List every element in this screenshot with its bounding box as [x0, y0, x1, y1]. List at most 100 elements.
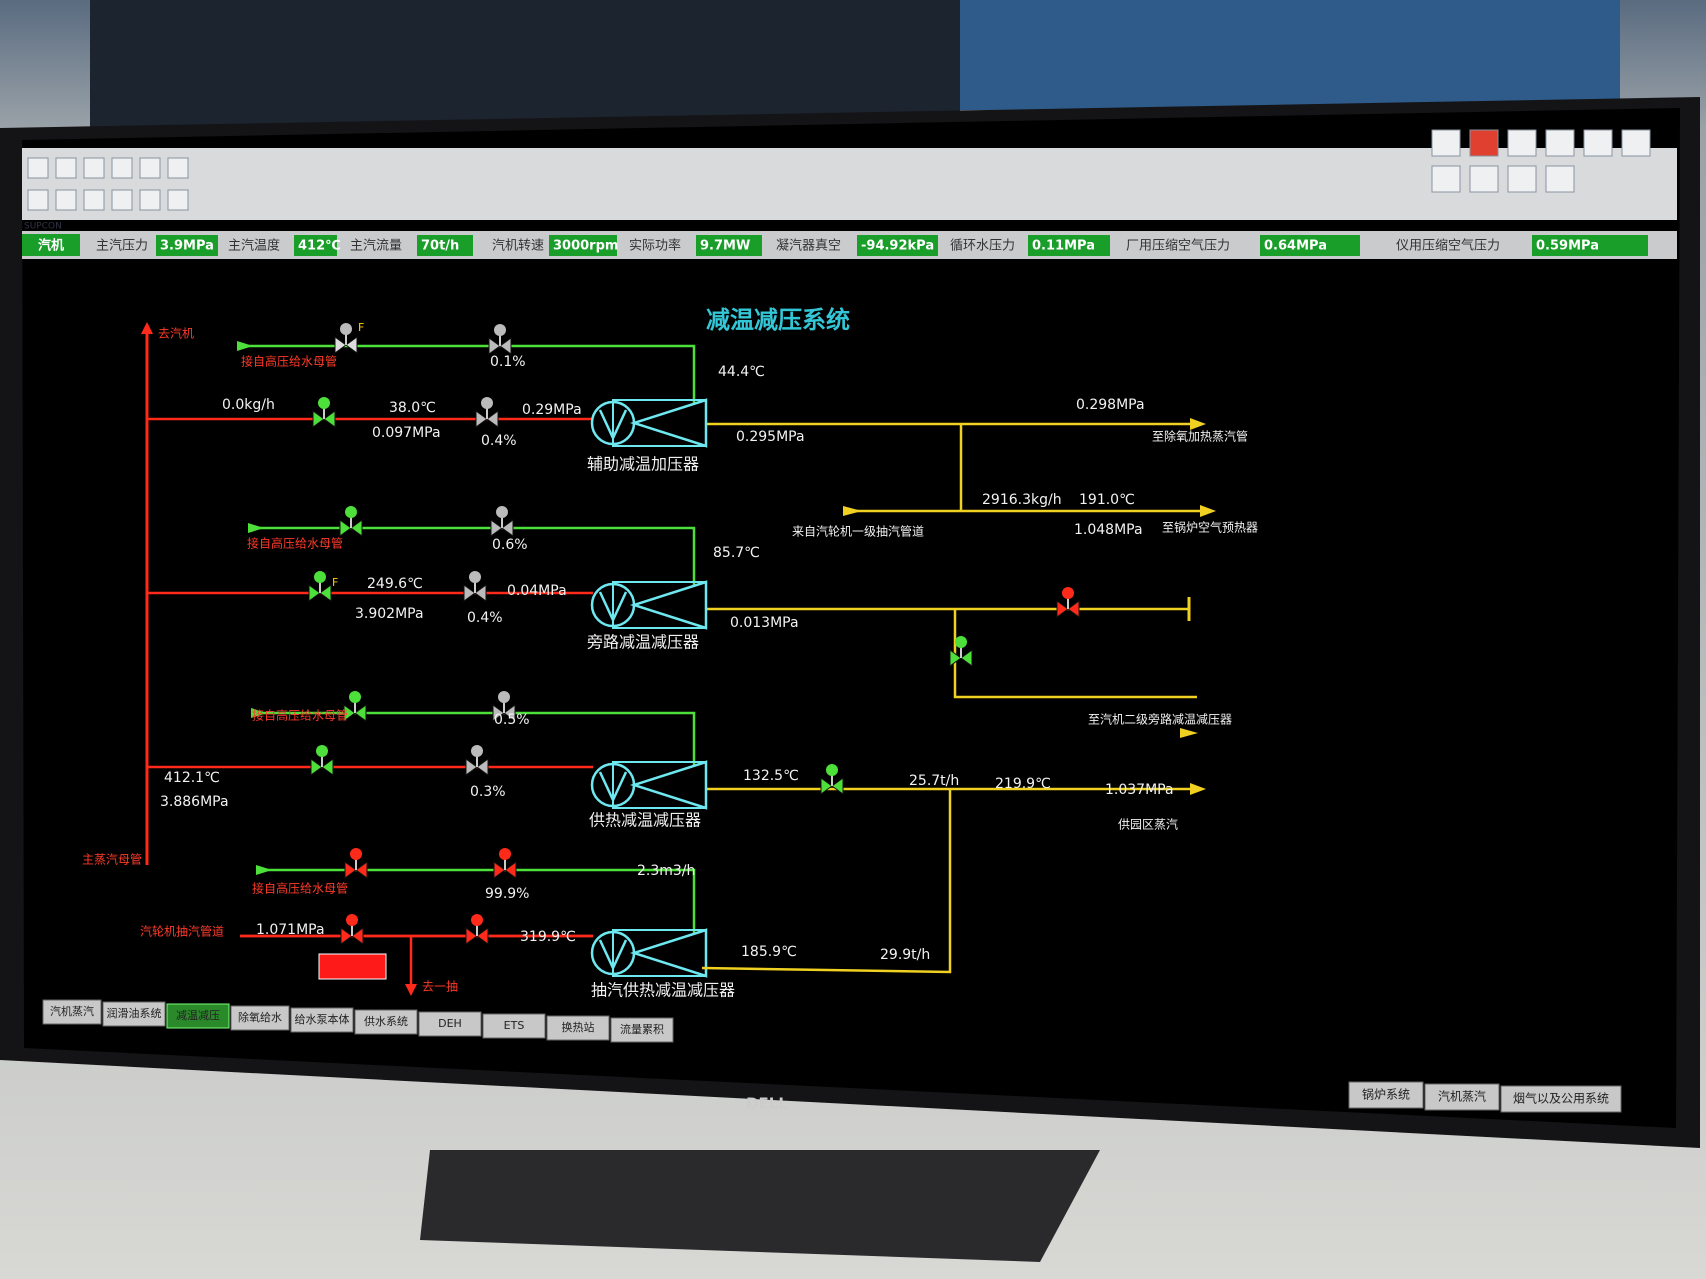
toolbar-icon: [55, 189, 77, 211]
pipe: [253, 711, 696, 766]
tab-label[interactable]: 供水系统: [364, 1014, 408, 1028]
tab[interactable]: [354, 1009, 418, 1035]
tab-label[interactable]: 汽机蒸汽: [50, 1004, 94, 1018]
toolbar-icon: [167, 189, 189, 211]
tab-label[interactable]: 给水泵本体: [295, 1012, 350, 1026]
tab[interactable]: [102, 1001, 166, 1027]
label: 接自高压给水母管: [252, 881, 348, 896]
brand: SUPCON: [24, 222, 62, 232]
label: 至锅炉空气预热器: [1162, 520, 1258, 535]
system-tab-label[interactable]: 锅炉系统: [1362, 1087, 1410, 1102]
heater-frame: [612, 399, 707, 447]
toolbar-icon: [111, 189, 133, 211]
status-value-box: [1260, 235, 1360, 256]
label: 2.3m3/h: [637, 863, 695, 879]
tab-label[interactable]: ETS: [504, 1019, 525, 1032]
toolbar-icon: [1431, 129, 1461, 157]
status-section-box: [22, 234, 80, 256]
toolbar-icon: [111, 157, 133, 179]
status-label: 实际功率: [629, 238, 681, 254]
tab-label[interactable]: 流量累积: [620, 1022, 664, 1036]
heater-frame: [612, 581, 707, 629]
tab-label[interactable]: 减温减压: [176, 1009, 220, 1022]
toolbar-icon: [27, 157, 49, 179]
monitor-stand: [420, 1150, 1100, 1262]
label: 3.902MPa: [355, 606, 424, 622]
valve-actuator: [826, 764, 838, 776]
label: 249.6℃: [367, 576, 423, 592]
toolbar-icon: [27, 189, 49, 211]
valve-actuator: [471, 745, 483, 757]
toolbar-icon: [167, 157, 189, 179]
arrow: [251, 708, 267, 718]
arrow: [1190, 783, 1206, 795]
tab[interactable]: [546, 1015, 610, 1041]
status-label: 主汽流量: [350, 239, 402, 254]
status-value: 70t/h: [421, 239, 459, 254]
arrow: [237, 341, 253, 351]
toolbar-icon: [1507, 165, 1537, 193]
status-value: -94.92kPa: [861, 239, 934, 254]
tab-label[interactable]: 除氧给水: [238, 1010, 282, 1024]
toolbar-icon: [1507, 129, 1537, 157]
tab[interactable]: [610, 1017, 674, 1043]
pipe: [701, 789, 952, 974]
label: 1.071MPa: [256, 922, 325, 938]
system-tab-label[interactable]: 汽机蒸汽: [1438, 1089, 1486, 1104]
label: 至除氧加热蒸汽管: [1152, 429, 1248, 444]
red-block: [318, 953, 387, 980]
label: 0.4%: [467, 610, 503, 626]
status-value-box: [156, 235, 218, 256]
heater-frame: [612, 761, 707, 809]
label: 来自汽轮机一级抽汽管道: [792, 524, 924, 539]
valve-actuator: [350, 848, 362, 860]
label: 去一抽: [422, 980, 458, 994]
status-label: 仪用压缩空气压力: [1396, 238, 1500, 254]
label: 1.037MPa: [1105, 782, 1174, 798]
valve-actuator: [499, 848, 511, 860]
status-label: 汽机转速: [492, 239, 544, 254]
label: 412.1℃: [164, 770, 220, 786]
toolbar-icon: [55, 157, 77, 179]
tab-label[interactable]: 换热站: [562, 1020, 595, 1034]
status-value-box: [696, 235, 762, 256]
label: F: [332, 576, 338, 589]
system-tab-label[interactable]: 烟气以及公用系统: [1513, 1091, 1609, 1106]
label: 0.097MPa: [372, 425, 441, 441]
pipe: [953, 609, 1197, 699]
toolbar: [22, 148, 1677, 220]
pipe: [250, 526, 696, 586]
tab[interactable]: [290, 1007, 354, 1033]
tab[interactable]: [230, 1005, 290, 1031]
status-section: 汽机: [38, 238, 64, 254]
label: 99.9%: [485, 886, 529, 902]
status-label: 凝汽器真空: [776, 238, 841, 254]
tab-label[interactable]: DEH: [438, 1017, 462, 1030]
status-label: 厂用压缩空气压力: [1126, 238, 1230, 254]
labels: 主汽压力 3.9MPa 主汽温度 412℃ 主汽流量 70t/h 汽机转速 3000rpm 实际…: [27, 129, 1651, 1113]
toolbar-icon: [1431, 165, 1461, 193]
system-tab[interactable]: [1348, 1081, 1424, 1109]
toolbar-icon: [1545, 129, 1575, 157]
arrow: [248, 523, 264, 533]
status-value: 412℃: [298, 239, 341, 254]
tab[interactable]: [42, 999, 102, 1025]
tab[interactable]: [482, 1013, 546, 1039]
tab[interactable]: [166, 1003, 230, 1029]
system-tab[interactable]: [1424, 1083, 1500, 1111]
label: 汽轮机抽汽管道: [140, 924, 224, 939]
tab-label[interactable]: 润滑油系统: [107, 1006, 162, 1020]
arrow: [843, 506, 862, 516]
status-value-box: [857, 235, 938, 256]
valve-actuator: [318, 397, 330, 409]
system-tab[interactable]: [1500, 1085, 1622, 1113]
label: 0.0kg/h: [222, 397, 275, 413]
label: 主蒸汽母管: [82, 852, 142, 867]
label: 去汽机: [158, 326, 194, 341]
valve-actuator: [498, 691, 510, 703]
tab[interactable]: [418, 1011, 482, 1037]
valve-actuator: [496, 506, 508, 518]
label: 38.0℃: [389, 400, 436, 416]
